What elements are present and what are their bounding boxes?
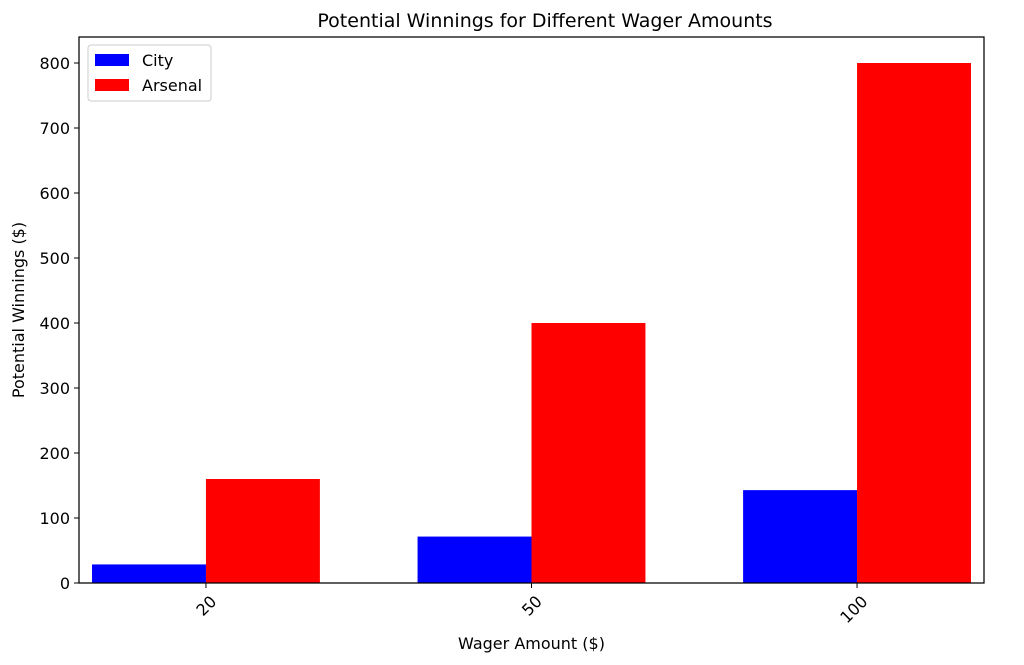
y-tick-label: 0 [60,574,70,593]
legend-swatch-city [95,54,129,66]
x-axis-label: Wager Amount ($) [458,634,605,653]
y-tick-label: 100 [39,509,70,528]
bar-city-20 [92,564,206,583]
y-tick-label: 800 [39,54,70,73]
y-axis-label: Potential Winnings ($) [9,222,28,398]
y-axis: 0 100 200 300 400 500 600 700 800 [39,54,79,593]
legend-label-arsenal: Arsenal [142,76,202,95]
bar-arsenal-50 [531,323,646,583]
bar-city-100 [743,490,858,583]
legend-swatch-arsenal [95,79,129,91]
chart-title: Potential Winnings for Different Wager A… [317,10,772,32]
bar-arsenal-100 [857,63,971,583]
bar-arsenal-20 [205,479,320,583]
y-tick-label: 600 [39,184,70,203]
legend: City Arsenal [87,44,212,102]
plot-area [92,63,971,583]
legend-label-city: City [142,51,173,70]
y-tick-label: 400 [39,314,70,333]
y-tick-label: 200 [39,444,70,463]
y-tick-label: 700 [39,119,70,138]
bar-city-50 [417,536,532,583]
y-tick-label: 300 [39,379,70,398]
y-tick-label: 500 [39,249,70,268]
plot-frame [78,36,985,584]
